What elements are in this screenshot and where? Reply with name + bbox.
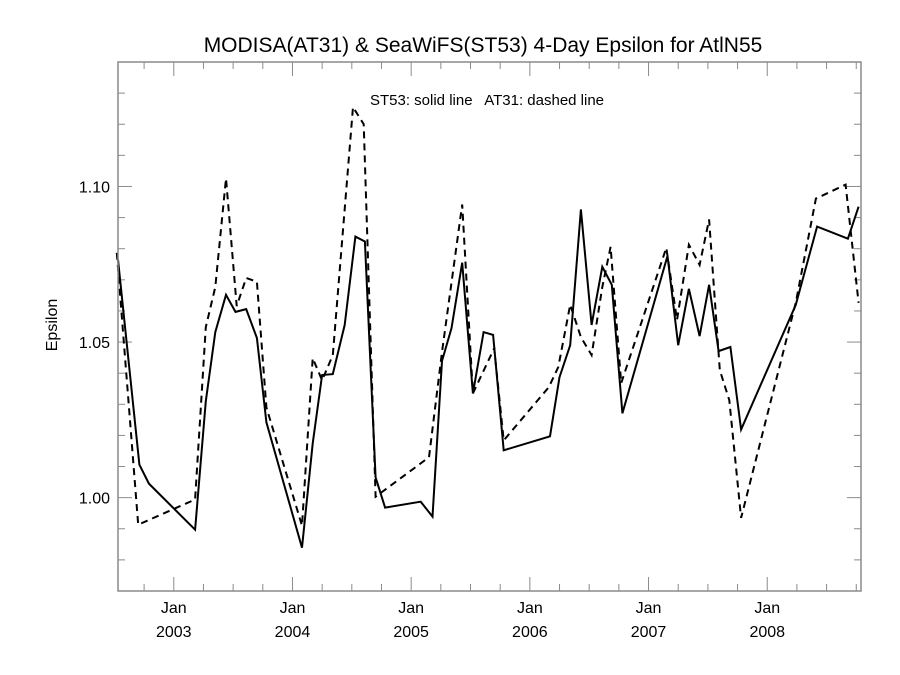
x-tick-label-year: 2005 [393,624,429,641]
x-tick-label-month: Jan [517,600,543,617]
x-tick-label-month: Jan [398,600,424,617]
x-tick-label-month: Jan [636,600,662,617]
x-tick-label-year: 2003 [156,624,192,641]
axis-ticks [118,61,861,592]
plot-frame [117,61,862,592]
x-tick-label-year: 2008 [749,624,785,641]
x-tick-label-month: Jan [280,600,306,617]
x-tick-label-year: 2007 [631,624,667,641]
y-tick-label: 1.00 [79,491,110,508]
legend-annotation: ST53: solid line AT31: dashed line [370,92,604,109]
series-line-at31 [115,104,860,527]
y-tick-label: 1.05 [79,335,110,352]
series-lines [115,104,860,548]
y-axis-label: Epsilon [44,299,61,351]
x-tick-label-year: 2004 [275,624,311,641]
x-tick-label-month: Jan [161,600,187,617]
x-tick-label-year: 2006 [512,624,548,641]
x-tick-label-month: Jan [754,600,780,617]
series-line-st53 [117,206,860,548]
chart-title: MODISA(AT31) & SeaWiFS(ST53) 4-Day Epsil… [204,34,763,57]
tick-labels: 1.00 1.05 1.10 Jan 2003 Jan 2004 Jan 2005 Jan 2006… [79,179,785,641]
y-tick-label: 1.10 [79,179,110,196]
